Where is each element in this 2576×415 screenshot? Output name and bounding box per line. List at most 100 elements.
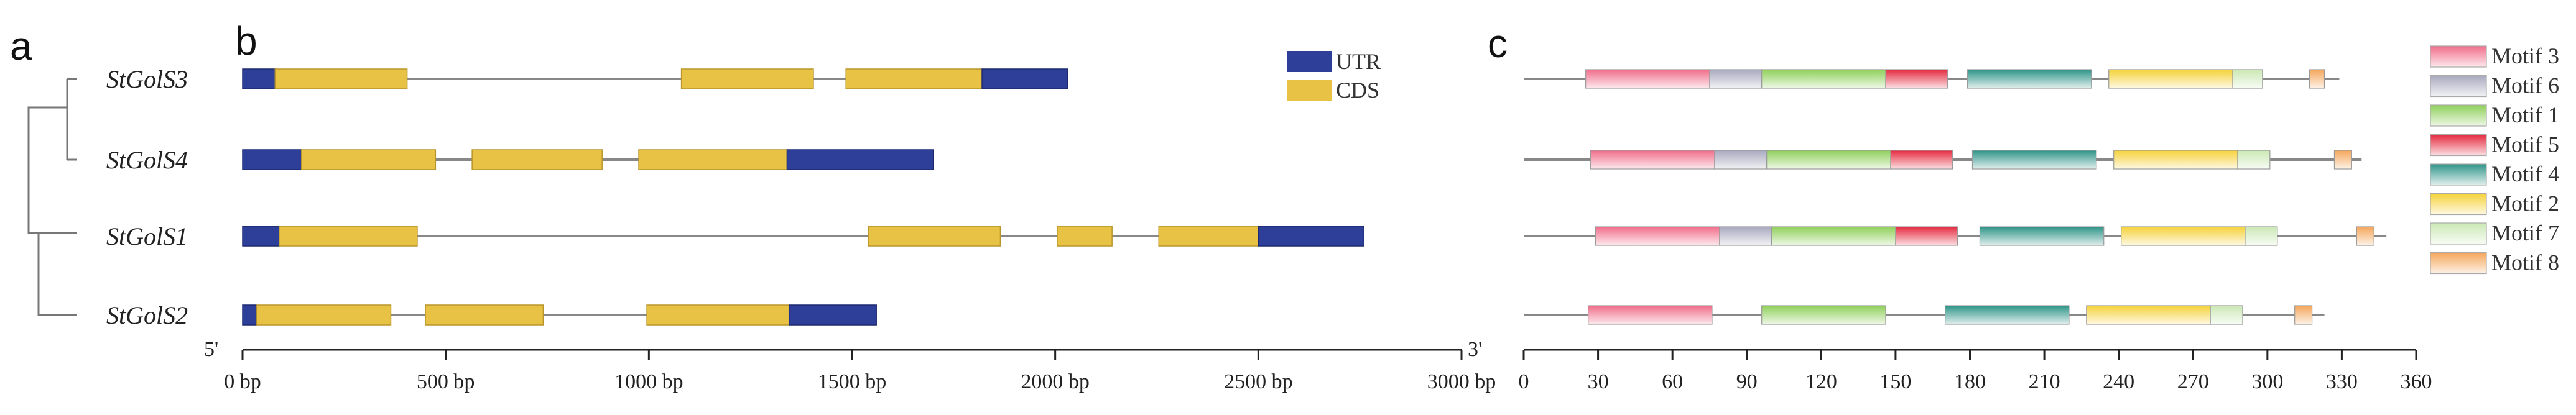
cds-legend-label: CDS [1336,78,1379,103]
motif4-box [1967,69,2092,89]
cds-segment [638,149,788,170]
cds-segment [471,149,603,170]
bp-axis: 5' 3' 0 bp 500 bp 1000 bp 1500 bp 2000 bp 2500 … [204,338,1496,393]
motif2-box [2113,150,2238,170]
utr-segment [1258,226,1364,247]
aa-tick-label: 0 [1519,370,1529,393]
aa-tick-label: 270 [2177,370,2209,393]
cds-segment [256,304,392,326]
aa-tick-label: 90 [1736,370,1758,393]
motif1-box [1766,150,1891,170]
motif7-box [2245,226,2278,246]
utr-segment [786,149,934,170]
motif7-legend-swatch [2430,222,2487,245]
motif2-box [2121,226,2246,246]
motif7-box [2232,69,2263,89]
cds-segment [425,304,544,326]
motif8-box [2333,150,2352,170]
aa-tick-label: 120 [1805,370,1837,393]
utr-segment [788,304,877,326]
cds-segment [868,226,1001,247]
tree-branch-root [27,106,39,234]
panel-label-a: a [10,24,32,68]
utr-segment [242,68,276,89]
aa-tick-label: 30 [1588,370,1609,393]
motif4-legend-swatch [2430,163,2487,186]
motif1-box [1761,305,1886,325]
gene-label: StGolS2 [106,301,188,329]
utr-legend-swatch [1287,51,1332,72]
aa-tick-label: 300 [2251,370,2283,393]
cds-segment [1057,226,1113,247]
bp-tick-label: 2000 bp [1021,370,1090,393]
aa-tick-label: 240 [2103,370,2134,393]
motif8-legend-label: Motif 8 [2491,250,2559,275]
bp-tick-label: 500 bp [417,370,475,393]
motif3-box [1585,69,1710,89]
motif1-legend-label: Motif 1 [2491,103,2559,127]
motif1-legend-swatch [2430,104,2487,127]
aa-tick-label: 330 [2326,370,2358,393]
tree-branch-clade [39,78,77,161]
utr-cds-legend: UTR CDS [1287,49,1381,103]
motif6-box [1714,150,1768,170]
motif8-box [2309,69,2325,89]
utr-segment [242,149,302,170]
motif5-box [1885,69,1948,89]
bp-tick-label: 1500 bp [818,370,887,393]
aa-axis: 0 30 60 90 120 150 180 210 240 270 300 330 360 [1519,349,2432,393]
motif8-legend-swatch [2430,252,2487,275]
motif-legend: Motif 3 Motif 6 Motif 1 Motif 5 Motif 4 Motif… [2430,43,2559,275]
bp-tick-label: 2500 bp [1224,370,1293,393]
motif7-box [2237,150,2271,170]
gene-structure-panel [242,68,1364,326]
panel-label-c: c [1488,21,1508,66]
motif1-box [1771,226,1896,246]
aa-tick-label: 60 [1662,370,1683,393]
panel-label-b: b [235,19,257,63]
motif5-legend-swatch [2430,134,2487,157]
motif5-box [1890,150,1953,170]
motif4-legend-label: Motif 4 [2491,162,2559,186]
motif6-legend-swatch [2430,75,2487,98]
motif3-box [1595,226,1720,246]
motif7-legend-label: Motif 7 [2491,221,2559,245]
tree-branch-stgols2 [37,233,77,316]
motif8-box [2356,226,2374,246]
motif5-legend-label: Motif 5 [2491,132,2559,157]
aa-tick-label: 360 [2401,370,2432,393]
motif-panel [1524,69,2387,325]
motif6-legend-label: Motif 6 [2491,73,2559,98]
motif5-box [1895,226,1958,246]
motif8-box [2294,305,2313,325]
gene-label: StGolS4 [106,146,188,174]
utr-legend-label: UTR [1336,49,1381,74]
aa-tick-label: 210 [2029,370,2060,393]
motif6-box [1719,226,1772,246]
cds-segment [845,68,983,89]
utr-segment [242,304,257,326]
cds-legend-swatch [1287,80,1332,101]
motif4-box [1979,226,2105,246]
motif4-box [1945,305,2070,325]
cds-segment [646,304,790,326]
motif3-box [1590,150,1715,170]
motif3-legend-label: Motif 3 [2491,43,2559,68]
aa-tick-label: 180 [1954,370,1986,393]
gene-label: StGolS1 [106,222,188,250]
motif4-box [1971,150,2097,170]
motif1-box [1761,69,1886,89]
gene-labels: StGolS3 StGolS4 StGolS1 StGolS2 [106,65,188,329]
motif2-box [2086,305,2211,325]
phylogenetic-tree [27,78,77,316]
motif2-legend-swatch [2430,193,2487,216]
utr-segment [242,226,280,247]
motif2-box [2108,69,2233,89]
cds-segment [279,226,418,247]
bp-tick-label: 1000 bp [614,370,683,393]
five-prime-label: 5' [204,338,218,361]
bp-tick-label: 3000 bp [1427,370,1496,393]
motif3-box [1588,305,1713,325]
cds-segment [300,149,437,170]
